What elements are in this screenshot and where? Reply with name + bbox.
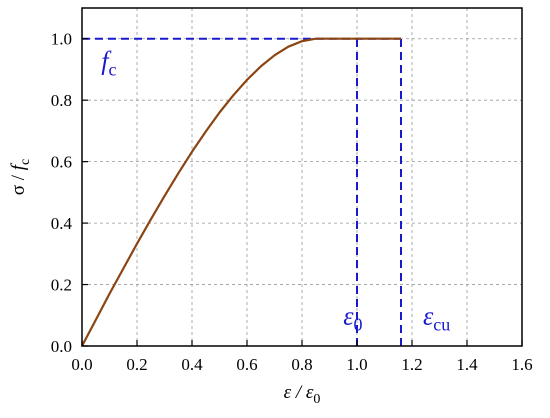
x-tick-label: 1.4 bbox=[456, 355, 478, 374]
y-tick-label: 0.6 bbox=[51, 153, 72, 172]
y-tick-label: 0.8 bbox=[51, 91, 72, 110]
series-layer bbox=[81, 37, 401, 347]
x-tick-label: 0.8 bbox=[291, 355, 312, 374]
axis-ticks: 0.0 0.2 0.4 0.6 0.8 1.0 1.2 1.4 1.6 0.0 0.2 0.4 0.6 0… bbox=[51, 30, 533, 374]
x-tick-label: 0.2 bbox=[126, 355, 147, 374]
x-axis-title-main: ε / ε bbox=[284, 382, 314, 403]
y-tick-label: 0.4 bbox=[51, 214, 73, 233]
x-axis-title: ε / ε0 bbox=[284, 382, 321, 407]
series-line-1 bbox=[81, 37, 401, 347]
grid bbox=[82, 8, 522, 346]
y-tick-label: 0.2 bbox=[51, 276, 72, 295]
annotation-sub: cu bbox=[433, 314, 450, 334]
x-tick-label: 1.6 bbox=[511, 355, 532, 374]
y-axis-title-sub: c bbox=[18, 159, 33, 165]
x-tick-label: 1.0 bbox=[346, 355, 367, 374]
y-tick-label: 1.0 bbox=[51, 30, 72, 49]
annotation-label: fc bbox=[101, 46, 116, 79]
annotation-main: ε bbox=[423, 301, 434, 330]
annotation-label: εcu bbox=[423, 301, 450, 334]
y-axis-title-italic: f bbox=[8, 162, 29, 170]
annotation-label: ε0 bbox=[343, 301, 362, 334]
annotation-sub: c bbox=[108, 59, 116, 79]
x-tick-label: 1.2 bbox=[401, 355, 422, 374]
x-tick-label: 0.6 bbox=[236, 355, 257, 374]
annotation-sub: 0 bbox=[354, 314, 363, 334]
annotation-main: f bbox=[101, 46, 112, 75]
y-axis-title-main: σ / bbox=[8, 170, 29, 195]
annotation-main: ε bbox=[343, 301, 354, 330]
x-tick-label: 0.0 bbox=[71, 355, 92, 374]
y-tick-label: 0.0 bbox=[51, 337, 72, 356]
x-tick-label: 0.4 bbox=[181, 355, 203, 374]
x-axis-title-sub: 0 bbox=[313, 392, 320, 407]
y-axis-title: σ / fc bbox=[8, 159, 33, 196]
